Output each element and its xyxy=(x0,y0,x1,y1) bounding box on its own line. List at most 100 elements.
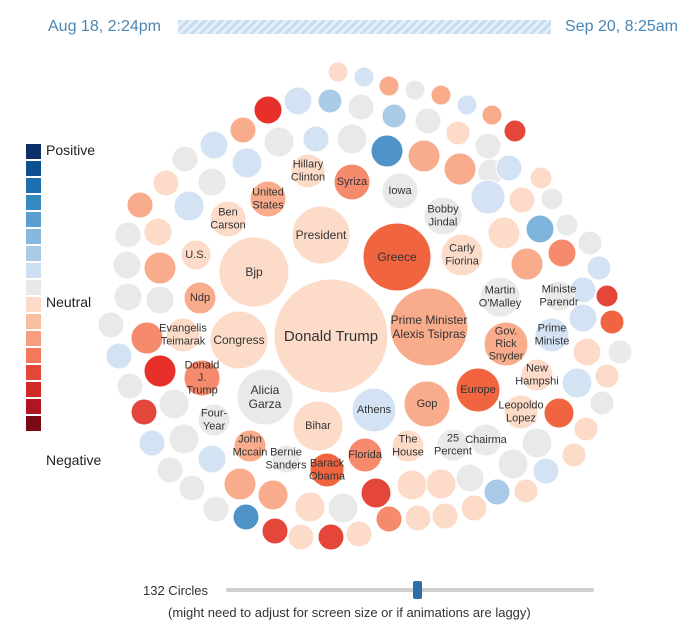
topic-bubble[interactable] xyxy=(114,221,142,249)
circle-count-slider[interactable] xyxy=(226,581,594,599)
topic-bubble-circle[interactable] xyxy=(165,317,201,353)
topic-bubble[interactable] xyxy=(145,285,175,315)
topic-bubble[interactable] xyxy=(589,390,615,416)
topic-bubble[interactable] xyxy=(257,479,289,511)
topic-bubble[interactable] xyxy=(456,94,478,116)
topic-bubble-circle[interactable] xyxy=(479,276,521,318)
topic-bubble[interactable] xyxy=(483,478,511,506)
topic-bubble[interactable] xyxy=(156,456,184,484)
topic-bubble-circle[interactable] xyxy=(436,428,470,462)
topic-bubble[interactable] xyxy=(168,423,200,455)
topic-bubble[interactable] xyxy=(113,282,143,312)
topic-bubble[interactable] xyxy=(116,372,144,400)
labeled-topic-bubble[interactable]: Barack Obama xyxy=(309,452,346,488)
topic-bubble[interactable] xyxy=(130,321,164,355)
topic-bubble[interactable] xyxy=(481,104,503,126)
labeled-topic-bubble[interactable]: 25 Percent xyxy=(434,428,472,462)
topic-bubble-circle[interactable] xyxy=(469,423,503,457)
topic-bubble[interactable] xyxy=(425,468,457,500)
topic-bubble[interactable] xyxy=(430,84,452,106)
topic-bubble-circle[interactable] xyxy=(249,180,287,218)
topic-bubble[interactable] xyxy=(197,167,227,197)
topic-bubble[interactable] xyxy=(495,154,523,182)
topic-bubble-circle[interactable] xyxy=(197,403,231,437)
topic-bubble[interactable] xyxy=(543,397,575,429)
topic-bubble[interactable] xyxy=(302,125,330,153)
topic-bubble[interactable] xyxy=(317,523,345,551)
topic-bubble[interactable] xyxy=(568,303,598,333)
topic-bubble[interactable] xyxy=(547,238,577,268)
topic-bubble-circle[interactable] xyxy=(183,359,221,397)
time-range-brush[interactable] xyxy=(178,20,551,34)
topic-bubble[interactable] xyxy=(599,309,625,335)
topic-bubble[interactable] xyxy=(232,503,260,531)
topic-bubble[interactable] xyxy=(327,492,359,524)
labeled-topic-bubble[interactable]: Donald Trump xyxy=(273,278,389,394)
topic-bubble[interactable] xyxy=(607,339,633,365)
topic-bubble-circle[interactable] xyxy=(309,452,345,488)
topic-bubble-circle[interactable] xyxy=(271,444,301,474)
topic-bubble[interactable] xyxy=(474,132,502,160)
topic-bubble[interactable] xyxy=(431,502,459,530)
topic-bubble[interactable] xyxy=(178,474,206,502)
topic-bubble[interactable] xyxy=(112,250,142,280)
topic-bubble[interactable] xyxy=(158,388,190,420)
topic-bubble[interactable] xyxy=(375,505,403,533)
labeled-topic-bubble[interactable]: Martin O'Malley xyxy=(479,276,522,318)
topic-bubble[interactable] xyxy=(404,504,432,532)
topic-bubble[interactable] xyxy=(353,66,375,88)
topic-bubble-circle[interactable] xyxy=(233,429,267,463)
topic-bubble[interactable] xyxy=(253,95,283,125)
topic-bubble[interactable] xyxy=(503,119,527,143)
topic-bubble[interactable] xyxy=(152,169,180,197)
topic-bubble[interactable] xyxy=(573,416,599,442)
topic-bubble[interactable] xyxy=(336,123,368,155)
topic-bubble[interactable] xyxy=(470,179,506,215)
topic-bubble[interactable] xyxy=(261,517,289,545)
topic-bubble[interactable] xyxy=(561,367,593,399)
topic-bubble[interactable] xyxy=(594,363,620,389)
topic-bubble-circle[interactable] xyxy=(209,200,247,238)
topic-bubble[interactable] xyxy=(577,230,603,256)
labeled-topic-bubble[interactable]: Carly Fiorina xyxy=(440,233,484,277)
labeled-topic-bubble[interactable]: Greece xyxy=(362,222,432,292)
topic-bubble[interactable] xyxy=(404,79,426,101)
topic-bubble[interactable] xyxy=(460,494,488,522)
topic-bubble[interactable] xyxy=(497,448,529,480)
topic-bubble[interactable] xyxy=(171,145,199,173)
labeled-topic-bubble[interactable]: Alicia Garza xyxy=(236,368,294,426)
labeled-topic-bubble[interactable]: New Hampshi xyxy=(515,358,559,392)
labeled-topic-bubble[interactable]: Florida xyxy=(347,437,383,473)
labeled-topic-bubble[interactable]: Congress xyxy=(209,310,269,370)
topic-bubble[interactable] xyxy=(173,190,205,222)
labeled-topic-bubble[interactable]: Bjp xyxy=(218,236,290,308)
topic-bubble[interactable] xyxy=(381,103,407,129)
topic-bubble-circle[interactable] xyxy=(391,429,425,463)
topic-bubble[interactable] xyxy=(561,442,587,468)
topic-bubble-circle[interactable] xyxy=(423,196,463,236)
labeled-topic-bubble[interactable]: U.S. xyxy=(180,239,212,271)
topic-bubble[interactable] xyxy=(143,354,177,388)
slider-handle[interactable] xyxy=(413,581,423,599)
labeled-topic-bubble[interactable]: Prime Ministe xyxy=(534,317,570,353)
topic-bubble[interactable] xyxy=(327,61,349,83)
topic-bubble[interactable] xyxy=(414,107,442,135)
topic-bubble-circle[interactable] xyxy=(351,387,397,433)
topic-bubble[interactable] xyxy=(317,88,343,114)
topic-bubble[interactable] xyxy=(283,86,313,116)
topic-bubble[interactable] xyxy=(223,467,257,501)
topic-bubble[interactable] xyxy=(97,311,125,339)
topic-bubble-circle[interactable] xyxy=(483,321,529,367)
topic-bubble[interactable] xyxy=(130,398,158,426)
topic-bubble-circle[interactable] xyxy=(389,287,469,367)
topic-bubble[interactable] xyxy=(143,217,173,247)
topic-bubble[interactable] xyxy=(455,463,485,493)
labeled-topic-bubble[interactable]: Syriza xyxy=(333,163,371,201)
topic-bubble[interactable] xyxy=(595,284,619,308)
topic-bubble[interactable] xyxy=(487,216,521,250)
topic-bubble-circle[interactable] xyxy=(292,400,344,452)
labeled-topic-bubble[interactable]: Bobby Jindal xyxy=(423,196,463,236)
labeled-topic-bubble[interactable]: Gop xyxy=(403,380,451,428)
topic-bubble-circle[interactable] xyxy=(290,153,326,189)
topic-bubble-circle[interactable] xyxy=(180,239,212,271)
